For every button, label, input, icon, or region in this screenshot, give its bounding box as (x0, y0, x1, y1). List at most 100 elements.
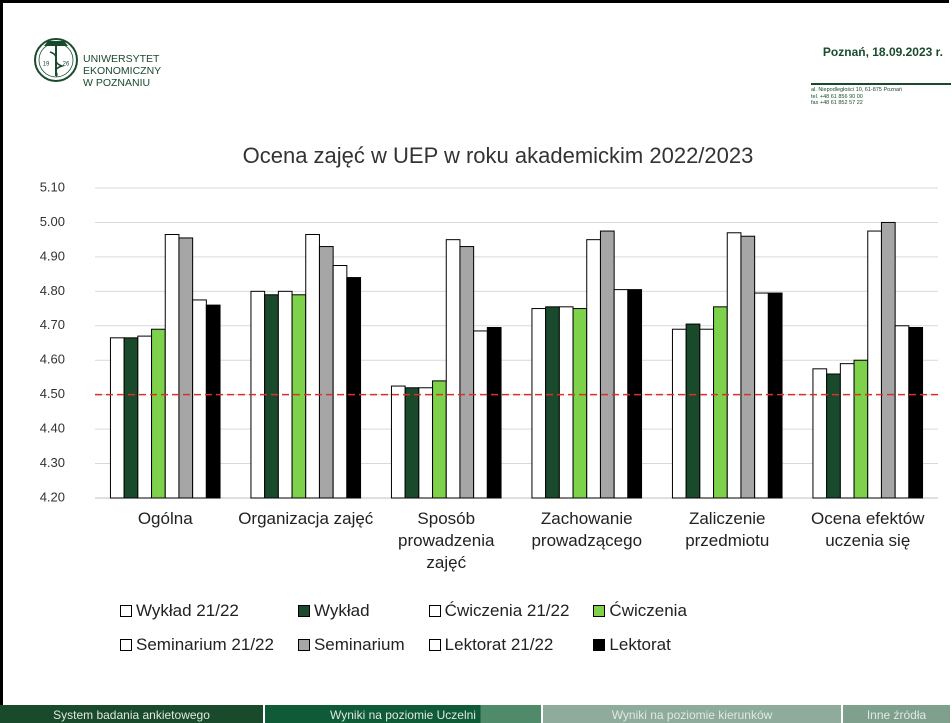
x-tick-label: Organizacja zajęć (238, 509, 374, 528)
bar (880, 221, 896, 499)
x-tick-label: Ocena efektów uczenia się (811, 509, 925, 550)
bar (486, 327, 502, 499)
bar (853, 359, 869, 499)
address: al. Niepodległości 10, 61-875 Poznań tel… (811, 87, 902, 107)
university-line: UNIWERSYTET (83, 53, 160, 65)
legend-swatch (120, 605, 132, 617)
y-tick-label: 4.70 (40, 317, 65, 332)
bar (586, 239, 601, 499)
bar (109, 337, 125, 499)
footer-tab: Wyniki na poziomie Uczelni (265, 705, 543, 723)
legend-label: Lektorat (609, 635, 671, 654)
bar (740, 235, 756, 499)
legend: Wykład 21/22 Wykład Ćwiczenia 21/22 Ćwiczen… (120, 601, 687, 655)
legend-label: Wykład 21/22 (136, 601, 239, 620)
address-line: tel. +48 61 856 90 00 (811, 93, 863, 100)
legend-swatch (593, 605, 606, 617)
legend-label: Seminarium 21/22 (136, 635, 274, 654)
bar (346, 277, 362, 499)
bar (685, 323, 701, 499)
y-tick-label: 4.20 (40, 489, 65, 504)
legend-item: Seminarium 21/22 (120, 635, 274, 655)
legend-label: Lektorat 21/22 (444, 635, 554, 654)
logo: 19 26 (34, 38, 78, 82)
bar (192, 299, 207, 499)
legend-item: Wykład 21/22 (120, 601, 274, 621)
bar (671, 328, 687, 499)
x-tick-label: Sposób prowadzenia zajęć (398, 509, 495, 572)
bar (404, 387, 420, 499)
legend-swatch (428, 639, 441, 651)
bar (445, 239, 461, 499)
bar (291, 294, 307, 499)
legend-item: Ćwiczenia 21/22 (428, 601, 570, 621)
bar (531, 308, 547, 499)
bar (332, 265, 348, 499)
legend-swatch (120, 639, 132, 651)
legend-swatch (297, 639, 310, 651)
university-line: W POZNANIU (83, 77, 151, 89)
bar (613, 289, 629, 499)
bar (164, 234, 180, 499)
y-tick-label: 5.10 (40, 179, 65, 194)
bar (318, 246, 334, 499)
logo-year: 26 (63, 62, 70, 68)
bar (558, 306, 574, 499)
legend-label: Wykład (313, 601, 370, 620)
bar (305, 234, 320, 499)
bar (767, 292, 783, 499)
legend-label: Ćwiczenia 21/22 (444, 601, 570, 620)
x-tick-label: Ogólna (137, 509, 193, 528)
date: Poznań, 18.09.2023 r. (822, 45, 943, 59)
bar (839, 363, 855, 499)
bar (178, 237, 194, 499)
footer-tab: Wyniki na poziomie kierunków (543, 705, 843, 723)
bar (432, 380, 447, 499)
legend-item: Wykład (297, 601, 405, 621)
y-tick-label: 4.60 (40, 352, 65, 367)
legend-swatch (593, 639, 606, 651)
bar (151, 328, 166, 499)
bar (908, 327, 924, 499)
bar (459, 246, 475, 499)
legend-item: Ćwiczenia (593, 601, 687, 621)
bar (812, 368, 828, 499)
footer-tab: System badania ankietowego (0, 705, 265, 723)
x-tick-label: Zaliczenie przedmiotu (685, 509, 770, 550)
y-tick-label: 4.80 (40, 283, 65, 298)
legend-label: Seminarium (313, 635, 405, 654)
footer-tab: Inne źródła (843, 705, 952, 723)
y-tick-label: 4.40 (40, 421, 65, 436)
bar (572, 308, 588, 499)
y-tick-label: 5.00 (40, 214, 65, 229)
legend-swatch (297, 605, 310, 617)
bar (264, 294, 279, 499)
legend-swatch (428, 605, 441, 617)
bar (826, 373, 841, 499)
address-line: al. Niepodległości 10, 61-875 Poznań (811, 87, 903, 93)
bar (390, 385, 406, 499)
bar (418, 387, 434, 499)
chart-title: Ocena zajęć w UEP w roku akademickim 202… (243, 143, 754, 168)
legend-item: Seminarium (297, 635, 405, 655)
legend-item: Lektorat (593, 635, 686, 655)
bar (894, 325, 910, 499)
bar (137, 335, 153, 499)
bar (713, 306, 728, 499)
legend-label: Ćwiczenia (609, 601, 687, 620)
bar (699, 328, 715, 499)
address-line: fax +48 61 852 57 22 (811, 100, 863, 106)
y-tick-label: 4.90 (40, 248, 65, 263)
logo-year: 19 (43, 62, 50, 68)
footer: System badania ankietowego Wyniki na pozi… (0, 705, 952, 723)
bar (754, 292, 769, 499)
university-line: EKONOMICZNY (83, 65, 162, 77)
y-tick-label: 4.50 (40, 386, 65, 401)
bar (473, 330, 488, 499)
university-name: UNIWERSYTET EKONOMICZNY W POZNANIU (83, 53, 161, 89)
bar (205, 304, 221, 499)
rule (811, 83, 951, 85)
bar (545, 306, 560, 499)
